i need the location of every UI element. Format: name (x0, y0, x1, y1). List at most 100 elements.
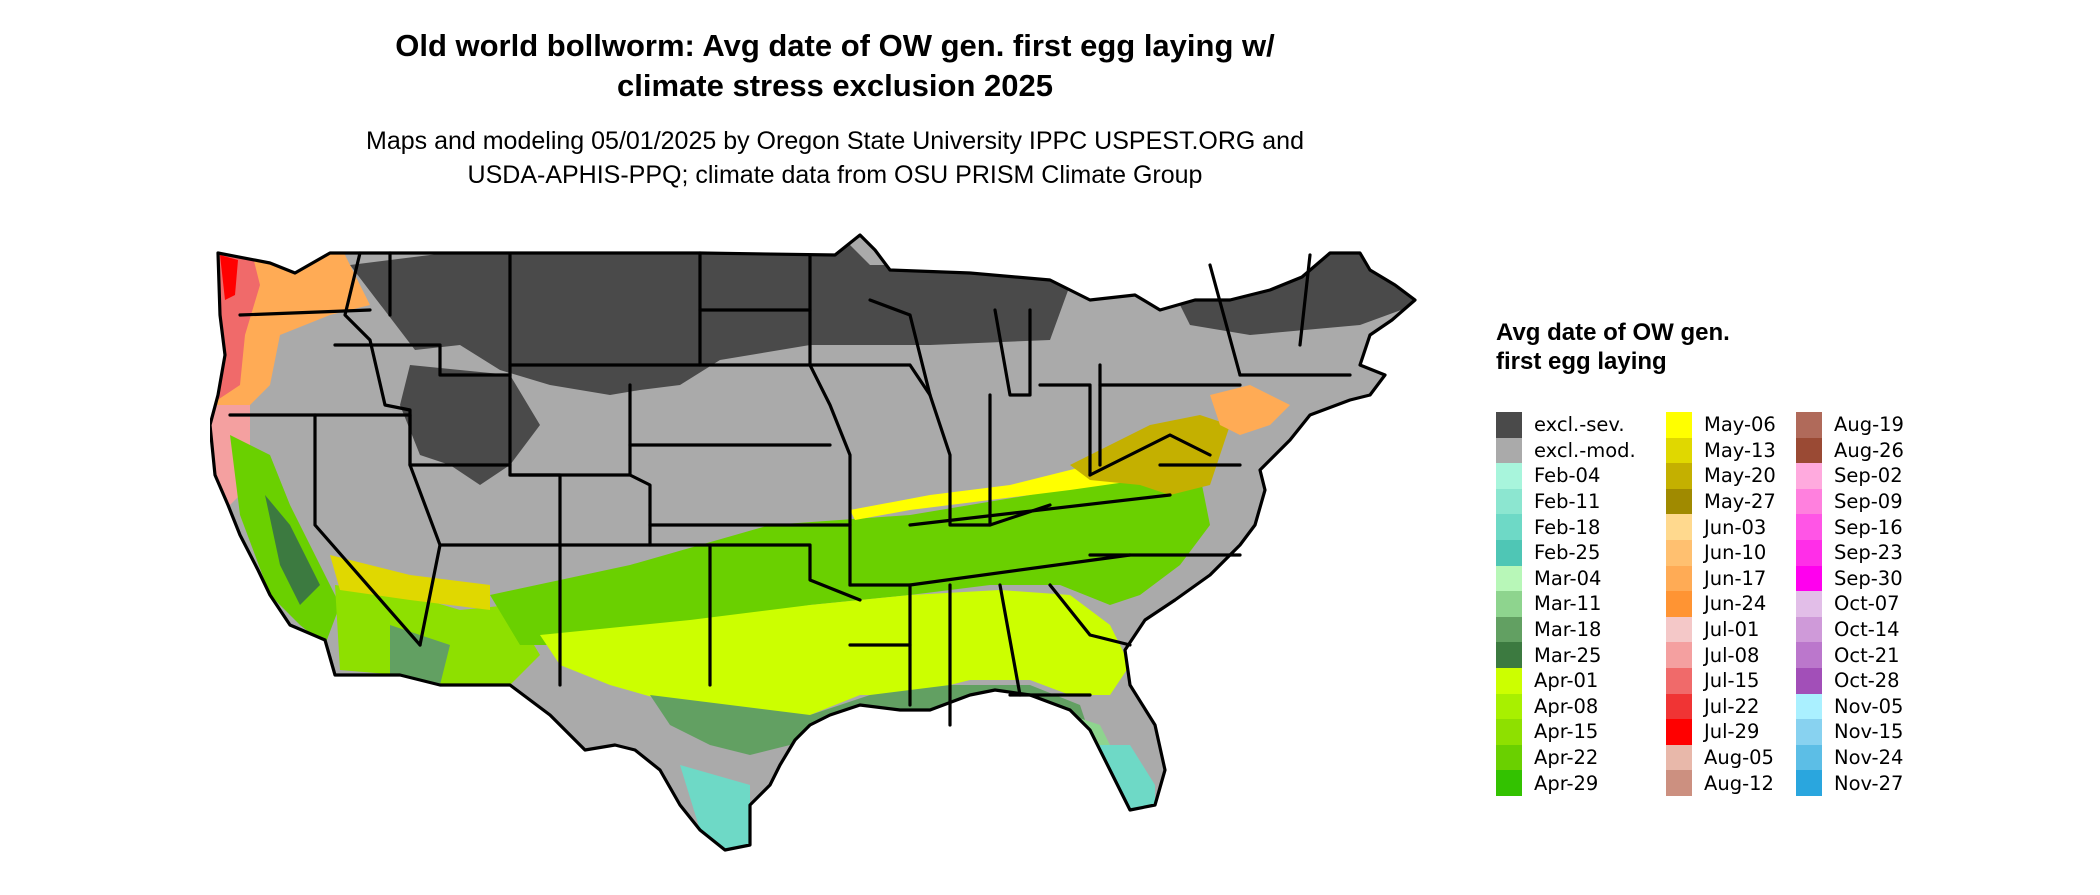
legend-label: Mar-11 (1534, 592, 1602, 616)
state-boundaries (210, 233, 1417, 852)
legend-label: Feb-04 (1534, 464, 1601, 488)
legend-swatch (1666, 693, 1692, 720)
legend-swatch (1796, 591, 1822, 617)
zone-south-early-apr (540, 590, 1130, 725)
legend-item: Nov-24 (1796, 744, 1904, 771)
legend-item: May-20 (1666, 463, 1776, 489)
legend-label: Jun-03 (1704, 515, 1767, 539)
zone-nj-jun (1210, 385, 1290, 435)
legend-swatch (1496, 565, 1522, 592)
legend-label: Feb-18 (1534, 515, 1601, 539)
legend-swatch (1666, 412, 1692, 438)
legend-label: Apr-29 (1534, 771, 1599, 795)
legend-swatch (1496, 770, 1522, 796)
legend-label: Oct-07 (1834, 592, 1900, 616)
legend-swatch (1496, 437, 1522, 464)
legend-swatch (1666, 565, 1692, 592)
legend-swatch (1666, 488, 1692, 515)
legend-label: Jun-10 (1704, 541, 1767, 565)
legend-swatch (1496, 412, 1522, 438)
zone-az-mar (390, 625, 450, 685)
legend-label: Apr-08 (1534, 694, 1599, 718)
legend-item: Jul-29 (1666, 719, 1776, 745)
legend-label: Sep-09 (1834, 490, 1903, 514)
legend-swatch (1496, 591, 1522, 617)
legend-swatch (1796, 616, 1822, 643)
map-title-line-2: climate stress exclusion 2025 (617, 68, 1053, 103)
us-outline (210, 233, 1417, 852)
legend-item: Mar-25 (1496, 642, 1636, 668)
legend-label: Jul-29 (1704, 720, 1760, 744)
legend-label: excl.-sev. (1534, 413, 1625, 437)
legend-swatch (1666, 616, 1692, 643)
legend-item: Sep-16 (1796, 514, 1904, 540)
legend-label: Oct-14 (1834, 618, 1900, 642)
us-map (210, 233, 1417, 852)
legend-item: Aug-05 (1666, 744, 1776, 771)
legend-swatch (1796, 642, 1822, 668)
legend-label: Aug-05 (1704, 746, 1774, 770)
zone-pnw-late-jul (220, 255, 238, 300)
border-ca-nv (313, 413, 422, 647)
legend-swatch (1796, 412, 1822, 438)
legend-item: May-06 (1666, 412, 1776, 438)
legend-label: Jul-22 (1704, 694, 1760, 718)
border-oh (1038, 383, 1092, 477)
legend-item: Jul-22 (1666, 693, 1776, 720)
zone-southwest-may (330, 555, 490, 610)
legend-label: Jul-15 (1704, 669, 1760, 693)
legend-item: Apr-22 (1496, 744, 1636, 771)
legend-title: Avg date of OW gen. first egg laying (1496, 319, 1730, 375)
legend-item: Mar-11 (1496, 591, 1636, 617)
legend-item: Feb-18 (1496, 514, 1636, 540)
border-wy-ne-co (628, 383, 652, 547)
legend-item: Nov-05 (1796, 693, 1904, 720)
border-al-ga (998, 583, 1022, 697)
legend-label: Feb-11 (1534, 490, 1601, 514)
legend-swatch (1796, 693, 1822, 720)
legend-label: May-06 (1704, 413, 1776, 437)
zone-excl-sev-rockies (400, 365, 540, 485)
legend-item: Jun-24 (1666, 591, 1776, 617)
legend-swatch (1796, 488, 1822, 515)
legend-item: excl.-mod. (1496, 437, 1636, 464)
legend-label: Apr-01 (1534, 669, 1599, 693)
border-vt-nh (1208, 263, 1242, 377)
legend-column-1: excl.-sev. excl.-mod. Feb-04 Feb-11 Feb-18 Fe… (1496, 412, 1636, 796)
legend-swatch (1666, 642, 1692, 668)
legend-swatch (1796, 463, 1822, 489)
legend-swatch (1666, 667, 1692, 694)
legend-item: Oct-21 (1796, 642, 1904, 668)
border-mn-ia (808, 363, 932, 397)
legend-swatch (1666, 437, 1692, 464)
legend-swatch (1796, 770, 1822, 796)
legend-label: Mar-18 (1534, 618, 1602, 642)
legend-swatch (1796, 437, 1822, 464)
legend-swatch (1496, 667, 1522, 694)
legend-item: Feb-25 (1496, 539, 1636, 566)
border-il-west (928, 393, 992, 527)
legend-swatch (1796, 719, 1822, 745)
legend-item: Jun-17 (1666, 565, 1776, 592)
lake-michigan-shore (993, 308, 1032, 397)
legend-item: Jul-01 (1666, 616, 1776, 643)
legend-item: Apr-29 (1496, 770, 1636, 796)
legend-swatch (1796, 565, 1822, 592)
legend-label: Mar-25 (1534, 643, 1602, 667)
legend-item: May-13 (1666, 437, 1776, 464)
zone-south-texas-feb (680, 765, 750, 850)
legend-label: Sep-23 (1834, 541, 1903, 565)
legend-item: Sep-30 (1796, 565, 1904, 592)
climate-zones (210, 235, 1415, 850)
legend-label: May-20 (1704, 464, 1776, 488)
legend-swatch (1496, 463, 1522, 489)
legend-item: Apr-15 (1496, 719, 1636, 745)
legend-item: Apr-08 (1496, 693, 1636, 720)
legend-swatch (1666, 514, 1692, 540)
legend-label: Oct-28 (1834, 669, 1900, 693)
legend-swatch (1796, 539, 1822, 566)
legend-swatch (1496, 719, 1522, 745)
border-tn-south (908, 553, 1132, 587)
legend-item: Mar-04 (1496, 565, 1636, 592)
legend-label: Aug-19 (1834, 413, 1904, 437)
